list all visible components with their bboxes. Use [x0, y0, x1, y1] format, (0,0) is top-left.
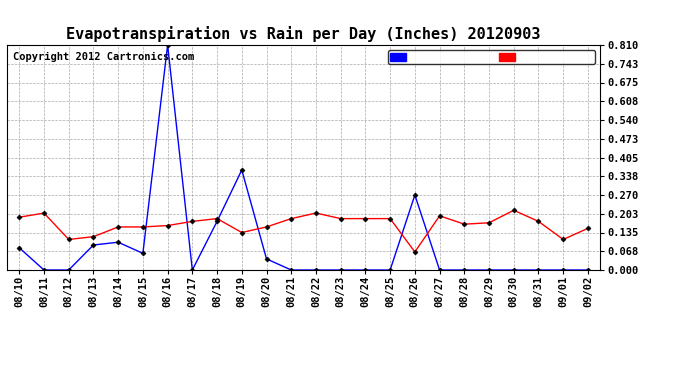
Text: Copyright 2012 Cartronics.com: Copyright 2012 Cartronics.com: [13, 52, 194, 62]
Legend: Rain  (Inches), ET  (Inches): Rain (Inches), ET (Inches): [388, 50, 595, 64]
Title: Evapotranspiration vs Rain per Day (Inches) 20120903: Evapotranspiration vs Rain per Day (Inch…: [66, 27, 541, 42]
